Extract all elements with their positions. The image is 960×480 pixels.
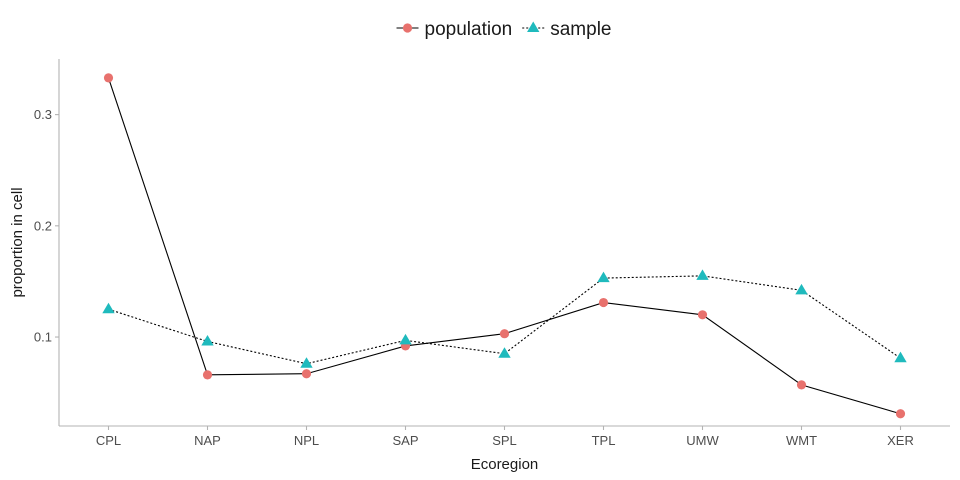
x-tick-label: NPL [294, 433, 319, 448]
data-point-sample [102, 302, 115, 314]
legend-item-population: population [396, 19, 513, 40]
data-point-population [499, 329, 510, 339]
legend: population sample [396, 19, 611, 40]
y-tick-label: 0.3 [34, 107, 52, 122]
legend-item-sample: sample [522, 19, 611, 40]
data-point-population [598, 297, 609, 308]
x-tick-label: SAP [392, 433, 418, 448]
x-tick-label: SPL [492, 433, 517, 448]
x-tick-label: NAP [194, 433, 221, 448]
data-point-population [796, 380, 807, 390]
x-tick-label: CPL [96, 433, 121, 448]
legend-key-marker [527, 21, 540, 33]
data-point-sample [894, 351, 907, 363]
y-axis-title: proportion in cell [9, 187, 26, 297]
series-line-population [107, 77, 901, 415]
data-point-sample [498, 347, 511, 358]
data-point-population [895, 409, 906, 419]
series-population [103, 73, 906, 419]
y-tick-label: 0.1 [34, 330, 52, 345]
series-layer [102, 73, 907, 419]
legend-label: sample [550, 19, 611, 40]
legend-key-population [396, 23, 419, 33]
x-tick-label: XER [887, 433, 914, 448]
data-point-population [301, 369, 312, 379]
data-point-sample [399, 333, 412, 345]
series-line-sample [108, 275, 901, 365]
x-ticks: CPL NAP NPL SAP SPL TPL UMW WMT XER [96, 426, 914, 448]
x-tick-label: UMW [686, 433, 719, 448]
y-ticks: 0.1 0.2 0.3 [34, 107, 59, 345]
data-point-population [103, 73, 114, 83]
legend-key-sample [522, 21, 545, 33]
series-sample [102, 269, 907, 368]
data-point-sample [597, 271, 610, 283]
data-point-sample [300, 357, 313, 368]
data-point-sample [795, 283, 808, 295]
x-tick-label: TPL [592, 433, 616, 448]
y-tick-label: 0.2 [34, 218, 52, 233]
legend-label: population [425, 19, 513, 40]
data-point-population [202, 370, 213, 380]
data-point-sample [201, 334, 214, 346]
axes [58, 59, 950, 427]
x-tick-label: WMT [786, 433, 817, 448]
legend-key-marker [402, 23, 413, 33]
data-point-sample [696, 269, 709, 280]
x-axis-title: Ecoregion [471, 456, 539, 473]
data-point-population [697, 310, 708, 320]
